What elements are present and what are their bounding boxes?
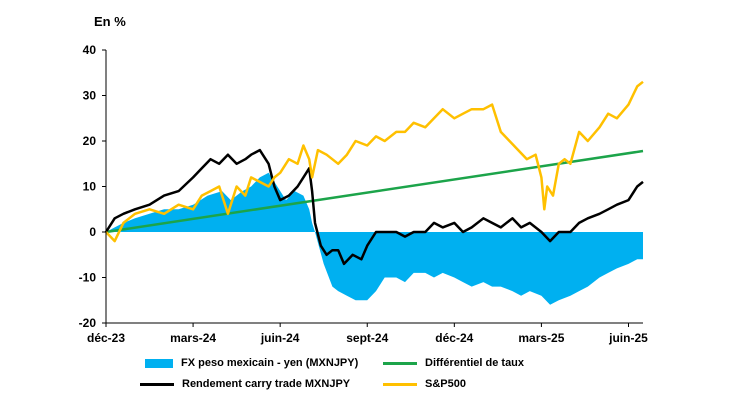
- legend-swatch-rate-differential: [383, 361, 417, 365]
- legend-label-carry-trade: Rendement carry trade MXNJPY: [182, 378, 351, 390]
- series-line-rendement-carry-trade-mxnjpy: [104, 148, 644, 266]
- series-layer: [104, 80, 644, 305]
- y-axis-unit-label: En %: [94, 14, 126, 29]
- x-tick-label: mars-25: [518, 331, 564, 345]
- series-area-fx-peso-mexicain-yen-mxnjpy: [106, 172, 643, 305]
- x-tick-label: sept-24: [346, 331, 388, 345]
- y-tick-label: 10: [83, 180, 97, 194]
- y-tick-label: 0: [89, 225, 96, 239]
- y-tick-label: -10: [79, 271, 97, 285]
- legend-swatch-mxnjpy-fx: [145, 358, 173, 368]
- legend-item-sp500: S&P500: [383, 378, 466, 390]
- legend-swatch-carry-trade: [140, 382, 174, 386]
- legend-swatch-sp500: [383, 382, 417, 386]
- legend-label-sp500: S&P500: [425, 378, 466, 390]
- y-tick-label: -20: [79, 316, 97, 330]
- x-tick-label: juin-25: [608, 331, 648, 345]
- y-tick-label: 20: [83, 134, 97, 148]
- x-tick-label: déc-23: [87, 331, 125, 345]
- x-tick-label: juin-24: [260, 331, 300, 345]
- series-line-s-p500: [105, 80, 644, 243]
- x-axis-ticks: déc-23 mars-24 juin-24 sept-24 déc-24 mars-25…: [87, 323, 648, 345]
- legend-label-mxnjpy-fx: FX peso mexicain - yen (MXNJPY): [181, 357, 359, 369]
- legend-item-rate-differential: Différentiel de taux: [383, 357, 524, 369]
- legend-label-rate-differential: Différentiel de taux: [425, 357, 525, 369]
- x-tick-label: mars-24: [170, 331, 216, 345]
- y-tick-label: 30: [83, 89, 97, 103]
- series-line-diff-rentiel-de-taux: [105, 149, 644, 234]
- legend-item-mxnjpy-fx: FX peso mexicain - yen (MXNJPY): [145, 357, 358, 369]
- legend-item-carry-trade: Rendement carry trade MXNJPY: [140, 378, 350, 390]
- y-tick-label: 40: [83, 43, 97, 57]
- y-axis-ticks: 40 30 20 10 0 -10 -20: [79, 43, 106, 330]
- x-tick-label: déc-24: [435, 331, 473, 345]
